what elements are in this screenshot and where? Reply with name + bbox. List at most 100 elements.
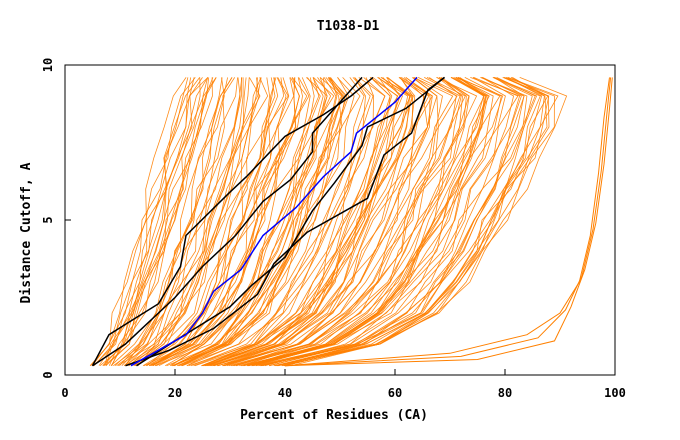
bundle-line (258, 77, 521, 367)
x-axis: 0 20 40 60 80 100 (61, 369, 626, 400)
bundle-line (135, 77, 277, 367)
bundle-line (137, 77, 260, 366)
bundle-line (243, 77, 489, 367)
bundle-line (223, 77, 433, 367)
x-tick-label: 0 (61, 386, 68, 400)
bundle-line (233, 77, 461, 367)
bundle-line (182, 77, 343, 367)
highlight-line (91, 76, 374, 367)
bundle-line (186, 77, 355, 367)
bundle-line (151, 77, 289, 367)
bundle-line (188, 77, 374, 367)
bundle-line (89, 77, 196, 366)
bundle-line (262, 77, 525, 367)
bundle-line (217, 77, 438, 367)
bundle-line (228, 77, 466, 367)
bundle-line (143, 77, 290, 367)
bundle-line (98, 77, 201, 366)
bundle-line (261, 77, 528, 367)
bundle-line (255, 77, 504, 367)
outlier-line (284, 77, 610, 367)
bundle-line (239, 77, 478, 367)
bundle-line (181, 77, 343, 367)
bundle-line (119, 77, 225, 366)
bundle-line (158, 77, 311, 367)
bundle-line (154, 77, 297, 367)
bundle-line (93, 77, 195, 366)
bundle-line (136, 77, 269, 367)
bundle-line (247, 77, 470, 367)
bundle-line (124, 77, 236, 366)
bundle-line (113, 77, 233, 367)
bundle-line (110, 77, 209, 366)
bundle-line (216, 77, 431, 367)
bundle-line (282, 77, 545, 367)
bundle-line (264, 77, 519, 367)
bundle-line (124, 77, 242, 367)
bundle-line (116, 77, 241, 367)
x-tick-label: 80 (498, 386, 512, 400)
bundle-line (204, 77, 413, 367)
bundle-line (181, 77, 350, 367)
bundle-line (182, 77, 371, 367)
bundle-line (127, 77, 262, 367)
y-axis: 0 5 10 (41, 58, 71, 379)
bundle-line (222, 77, 439, 367)
bundle-line (278, 77, 541, 367)
bundle-line (247, 77, 485, 367)
bundle-line (172, 77, 328, 367)
bundle-line (105, 77, 217, 366)
highlight-line (92, 76, 363, 367)
bundle-line (156, 77, 301, 367)
bundle-line (243, 77, 467, 367)
bundle-line (148, 77, 279, 367)
bundle-line (201, 77, 393, 367)
bundle-line (173, 77, 338, 367)
bundle-line (260, 77, 515, 367)
bundle-line (283, 77, 548, 367)
bundle-line (222, 77, 433, 367)
y-tick-label: 0 (41, 371, 55, 378)
x-tick-label: 20 (168, 386, 182, 400)
bundle-line (201, 77, 399, 367)
bundle-line (206, 77, 412, 367)
bundle-line (148, 77, 308, 367)
highlight-line (136, 76, 445, 367)
x-tick-label: 100 (604, 386, 626, 400)
bundle-line (186, 77, 361, 367)
y-tick-label: 5 (41, 216, 55, 223)
bundle-line (255, 77, 502, 367)
x-axis-label: Percent of Residues (CA) (240, 408, 428, 423)
bundle-line (218, 77, 425, 367)
y-tick-label: 10 (41, 58, 55, 72)
bundle-line (136, 77, 262, 367)
bundle-line (268, 77, 536, 367)
bundle-line (121, 77, 223, 366)
bundle-line (223, 77, 428, 367)
bundle-line (236, 77, 462, 367)
bundle-line (108, 77, 213, 366)
bundle-line (253, 77, 484, 367)
bundle-line (232, 77, 470, 367)
highlight-line (125, 76, 445, 367)
median-line (130, 76, 418, 367)
bundle-line (248, 77, 494, 367)
bundle-line (90, 77, 187, 366)
chart-title: T1038-D1 (317, 19, 380, 34)
bundle-line (291, 77, 568, 367)
bundle-line (134, 77, 271, 367)
highlighted-models (91, 76, 445, 367)
x-tick-label: 40 (278, 386, 292, 400)
bundle-line (277, 77, 538, 367)
bundle-line (131, 77, 258, 367)
x-tick-label: 60 (388, 386, 402, 400)
bundle-line (123, 77, 238, 366)
bundle-line (93, 77, 192, 366)
outlier-line (284, 77, 613, 367)
bundle-line (246, 77, 501, 367)
y-axis-label: Distance Cutoff, A (19, 162, 34, 303)
bundle-line (172, 77, 324, 367)
bundle-line (128, 77, 244, 366)
bundle-line (235, 77, 458, 367)
